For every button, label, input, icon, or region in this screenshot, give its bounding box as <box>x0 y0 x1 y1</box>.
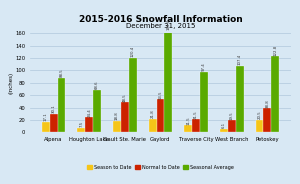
Bar <box>157 99 164 132</box>
Bar <box>129 58 136 132</box>
Text: 6.1: 6.1 <box>222 122 226 128</box>
Text: 88.5: 88.5 <box>59 68 64 77</box>
Text: 122.8: 122.8 <box>273 44 277 56</box>
Bar <box>200 72 208 132</box>
Bar <box>164 31 172 132</box>
Title: 2015-2016 Snowfall Information: 2015-2016 Snowfall Information <box>79 15 242 24</box>
Bar <box>263 108 271 132</box>
Bar <box>256 120 263 132</box>
Text: 107.4: 107.4 <box>238 54 242 65</box>
Bar <box>228 120 236 132</box>
Text: 68.6: 68.6 <box>95 81 99 89</box>
Text: 21.5: 21.5 <box>194 110 198 118</box>
Bar <box>184 125 192 132</box>
Bar <box>271 56 279 132</box>
Text: 21.8: 21.8 <box>151 109 155 118</box>
Bar <box>220 129 228 132</box>
Bar <box>85 117 93 132</box>
Bar <box>236 66 244 132</box>
Text: 19.5: 19.5 <box>230 111 234 120</box>
Bar <box>58 77 65 132</box>
Bar <box>192 119 200 132</box>
Text: 48.5: 48.5 <box>123 93 127 102</box>
Bar <box>50 114 58 132</box>
Text: December 31, 2015: December 31, 2015 <box>126 23 195 29</box>
Bar <box>121 102 129 132</box>
Bar <box>93 90 101 132</box>
Legend: Season to Date, Normal to Date, Seasonal Average: Season to Date, Normal to Date, Seasonal… <box>85 163 236 172</box>
Y-axis label: (Inches): (Inches) <box>9 72 14 94</box>
Bar <box>113 121 121 132</box>
Bar <box>149 119 157 132</box>
Text: 11.5: 11.5 <box>186 116 190 125</box>
Text: 7.5: 7.5 <box>80 121 83 127</box>
Bar <box>42 122 50 132</box>
Text: 24.4: 24.4 <box>87 108 91 117</box>
Text: 163.4: 163.4 <box>166 19 170 30</box>
Text: 18.8: 18.8 <box>115 112 119 120</box>
Text: 53.5: 53.5 <box>158 90 163 99</box>
Bar <box>77 128 85 132</box>
Text: 97.4: 97.4 <box>202 63 206 71</box>
Text: 17.1: 17.1 <box>44 112 48 121</box>
Text: 20.5: 20.5 <box>257 111 262 119</box>
Text: 30.1: 30.1 <box>52 104 56 113</box>
Text: 38.8: 38.8 <box>266 99 269 108</box>
Text: 120.4: 120.4 <box>131 46 135 57</box>
